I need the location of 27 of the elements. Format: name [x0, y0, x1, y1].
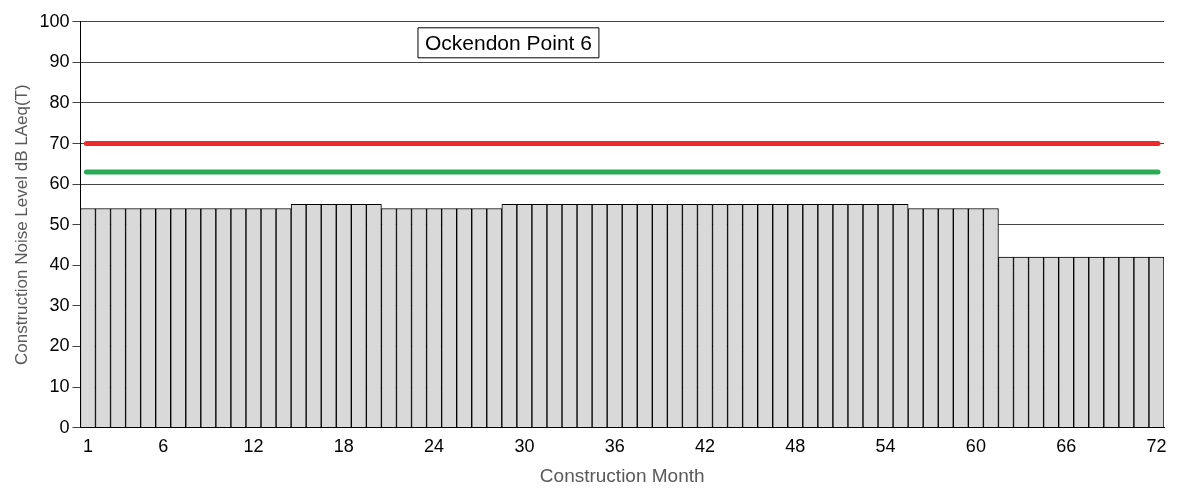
x-tick-label: 1 — [82, 436, 93, 457]
y-tick-label: 20 — [49, 335, 70, 356]
x-tick-label: 60 — [965, 436, 986, 457]
x-tick-label: 24 — [424, 436, 445, 457]
y-tick-label: 90 — [49, 51, 70, 72]
y-tick-label: 50 — [49, 213, 70, 234]
x-tick-label: 6 — [158, 436, 169, 457]
chart-title: Ockendon Point 6 — [424, 30, 592, 54]
y-tick-label: 80 — [49, 91, 70, 112]
x-tick-label: 72 — [1146, 436, 1167, 457]
x-tick-label: 66 — [1056, 436, 1077, 457]
y-tick-label: 0 — [59, 416, 70, 437]
y-tick-label: 30 — [49, 294, 70, 315]
y-tick-label: 100 — [39, 10, 70, 31]
y-tick-label: 70 — [49, 132, 70, 153]
x-tick-label: 18 — [333, 436, 354, 457]
y-axis-title: Construction Noise Level dB LAeq(T) — [11, 84, 31, 366]
x-tick-label: 54 — [875, 436, 896, 457]
x-tick-label: 42 — [694, 436, 715, 457]
y-tick-label: 10 — [49, 375, 70, 396]
x-tick-label: 36 — [604, 436, 625, 457]
x-tick-label: 30 — [514, 436, 535, 457]
x-tick-label: 12 — [243, 436, 264, 457]
y-tick-label: 60 — [49, 173, 70, 194]
x-axis-title: Construction Month — [539, 464, 705, 486]
y-tick-label: 40 — [49, 254, 70, 275]
x-tick-label: 48 — [785, 436, 806, 457]
